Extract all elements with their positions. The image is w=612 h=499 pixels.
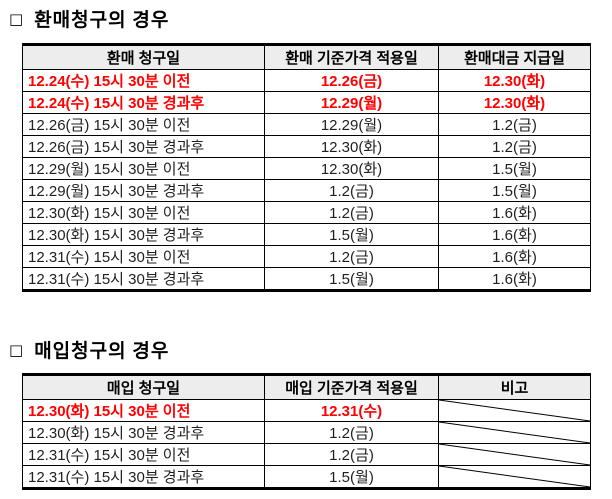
table-cell: 12.31(수) [264,399,439,422]
table-cell: 12.30(화) 15시 30분 경과후 [22,223,265,246]
table-cell: 12.26(금) [264,69,439,92]
section-title-text: 환매청구의 경우 [34,10,170,31]
table-cell: 1.5(월) [264,267,439,291]
header-remarks: 비고 [438,374,591,400]
table-row: 12.31(수) 15시 30분 이전 1.2(금) 1.6(화) [22,245,591,268]
remarks-empty-cell [438,399,591,422]
table-cell: 1.6(화) [438,245,591,268]
diagonal-strike-icon [439,400,590,421]
table-row: 12.30(화) 15시 30분 이전 12.31(수) [22,399,591,422]
table-row: 12.29(월) 15시 30분 이전 12.30(화) 1.5(월) [22,157,591,180]
table-cell: 12.30(화) 15시 30분 경과후 [22,421,265,444]
table-cell: 12.30(화) 15시 30분 이전 [22,201,265,224]
table-row: 12.24(수) 15시 30분 경과후 12.29(월) 12.30(화) [22,91,591,114]
header-redemption-base-price-date: 환매 기준가격 적용일 [264,44,439,70]
square-checkbox-icon: □ [9,10,25,28]
table-row: 12.30(화) 15시 30분 이전 1.2(금) 1.6(화) [22,201,591,224]
table-cell: 12.30(화) [438,91,591,114]
redemption-schedule-table: 환매 청구일 환매 기준가격 적용일 환매대금 지급일 12.24(수) 15시… [22,43,591,292]
table-cell: 12.29(월) 15시 30분 경과후 [22,179,265,202]
table-cell: 12.30(화) [438,69,591,92]
header-purchase-base-price-date: 매입 기준가격 적용일 [264,374,439,400]
table-cell: 12.29(월) [264,91,439,114]
table-cell: 12.24(수) 15시 30분 경과후 [22,91,265,114]
table-cell: 12.26(금) 15시 30분 경과후 [22,135,265,158]
table-cell: 1.6(화) [438,267,591,291]
table-row: 12.31(수) 15시 30분 경과후 1.5(월) 1.6(화) [22,267,591,291]
section-title-text: 매입청구의 경우 [34,341,170,362]
table-row: 12.30(화) 15시 30분 경과후 1.2(금) [22,421,591,444]
table-cell: 12.31(수) 15시 30분 경과후 [22,465,265,489]
table-cell: 1.2(금) [264,245,439,268]
table-cell: 12.30(화) [264,157,439,180]
header-purchase-request-date: 매입 청구일 [22,374,265,400]
table-cell: 1.2(금) [264,201,439,224]
remarks-empty-cell [438,465,591,489]
table-row: 12.29(월) 15시 30분 경과후 1.2(금) 1.5(월) [22,179,591,202]
header-redemption-request-date: 환매 청구일 [22,44,265,70]
diagonal-strike-icon [439,444,590,465]
table-cell: 12.24(수) 15시 30분 이전 [22,69,265,92]
section-title-redemption: □ 환매청구의 경우 [9,5,169,32]
table-cell: 1.2(금) [264,421,439,444]
remarks-empty-cell [438,443,591,466]
table-cell: 12.30(화) [264,135,439,158]
table-cell: 1.5(월) [438,179,591,202]
section-title-purchase: □ 매입청구의 경우 [9,336,169,363]
header-redemption-payment-date: 환매대금 지급일 [438,44,591,70]
table-cell: 1.2(금) [438,135,591,158]
diagonal-strike-icon [439,422,590,443]
diagonal-strike-icon [439,466,590,487]
table-cell: 12.26(금) 15시 30분 이전 [22,113,265,136]
remarks-empty-cell [438,421,591,444]
table-row: 12.26(금) 15시 30분 이전 12.29(월) 1.2(금) [22,113,591,136]
table-cell: 12.30(화) 15시 30분 이전 [22,399,265,422]
table-cell: 1.2(금) [438,113,591,136]
table-row: 12.30(화) 15시 30분 경과후 1.5(월) 1.6(화) [22,223,591,246]
table-cell: 12.31(수) 15시 30분 경과후 [22,267,265,291]
table-cell: 12.29(월) [264,113,439,136]
purchase-schedule-table: 매입 청구일 매입 기준가격 적용일 비고 12.30(화) 15시 30분 이… [22,373,591,490]
table-row: 12.31(수) 15시 30분 이전 1.2(금) [22,443,591,466]
table-cell: 1.6(화) [438,223,591,246]
table-row: 12.31(수) 15시 30분 경과후 1.5(월) [22,465,591,489]
table-row: 12.24(수) 15시 30분 이전 12.26(금) 12.30(화) [22,69,591,92]
table-header-row: 환매 청구일 환매 기준가격 적용일 환매대금 지급일 [22,44,591,70]
square-checkbox-icon: □ [9,341,25,359]
table-cell: 12.29(월) 15시 30분 이전 [22,157,265,180]
table-row: 12.26(금) 15시 30분 경과후 12.30(화) 1.2(금) [22,135,591,158]
table-cell: 1.2(금) [264,443,439,466]
table-cell: 1.6(화) [438,201,591,224]
table-cell: 12.31(수) 15시 30분 이전 [22,443,265,466]
table-cell: 1.5(월) [264,223,439,246]
table-cell: 1.5(월) [438,157,591,180]
table-cell: 12.31(수) 15시 30분 이전 [22,245,265,268]
table-header-row: 매입 청구일 매입 기준가격 적용일 비고 [22,374,591,400]
table-cell: 1.2(금) [264,179,439,202]
table-cell: 1.5(월) [264,465,439,489]
